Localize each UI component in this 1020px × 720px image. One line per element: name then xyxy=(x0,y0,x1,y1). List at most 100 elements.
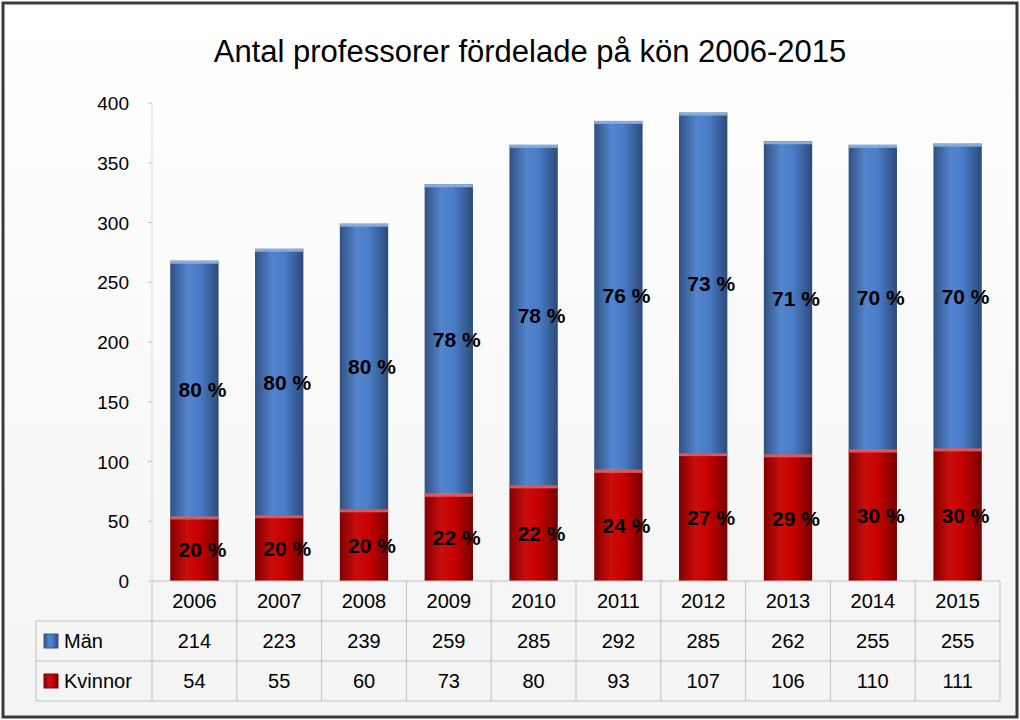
percent-label: 80 % xyxy=(263,371,311,394)
table-value: 292 xyxy=(602,630,635,652)
bar-top xyxy=(849,145,897,148)
bar-top xyxy=(679,453,727,456)
table-value: 259 xyxy=(432,630,465,652)
bar-top xyxy=(170,516,218,519)
y-tick xyxy=(148,342,152,343)
percent-label: 78 % xyxy=(518,304,566,327)
x-tick-label: 2014 xyxy=(851,590,896,612)
table-value: 54 xyxy=(183,670,205,692)
bar-top xyxy=(764,454,812,457)
bar-top xyxy=(255,515,303,518)
bars xyxy=(170,113,982,581)
percent-label: 80 % xyxy=(178,378,226,401)
bar-top xyxy=(340,224,388,227)
y-tick xyxy=(148,282,152,283)
bar-top xyxy=(425,494,473,497)
table-value: 255 xyxy=(856,630,889,652)
bar-top xyxy=(849,450,897,453)
bar-top xyxy=(679,113,727,116)
y-tick-label: 200 xyxy=(97,332,129,353)
percent-label: 70 % xyxy=(942,285,990,308)
y-tick xyxy=(148,461,152,462)
frame xyxy=(3,3,1017,717)
table-value: 285 xyxy=(517,630,550,652)
table-line xyxy=(236,581,237,701)
table-line xyxy=(660,581,661,701)
table-value: 110 xyxy=(857,670,889,692)
table-value: 223 xyxy=(263,630,296,652)
y-tick xyxy=(148,103,152,104)
table-line xyxy=(915,581,916,701)
y-tick-label: 0 xyxy=(118,571,129,592)
table-value: 239 xyxy=(347,630,380,652)
legend-label: Män xyxy=(64,630,103,652)
y-tick xyxy=(148,581,152,582)
data-labels: 20 % 80 % 20 % 80 % 20 % 80 % 22 % 78 % 22 % 78 %… xyxy=(178,272,989,561)
table-line xyxy=(36,701,1000,702)
y-axis xyxy=(152,103,153,581)
y-tick xyxy=(148,222,152,223)
percent-label: 20 % xyxy=(178,538,226,561)
bar-top xyxy=(170,261,218,264)
table-value: 214 xyxy=(178,630,211,652)
y-tick-label: 350 xyxy=(97,153,129,174)
table-value: 106 xyxy=(771,670,804,692)
y-tick xyxy=(148,401,152,402)
bar-top xyxy=(594,470,642,473)
table-line xyxy=(321,581,322,701)
table-value: 60 xyxy=(353,670,375,692)
percent-label: 70 % xyxy=(857,286,905,309)
table-line xyxy=(830,581,831,701)
table-value: 73 xyxy=(438,670,460,692)
x-tick-label: 2013 xyxy=(766,590,811,612)
bar-top xyxy=(764,141,812,144)
bar-top xyxy=(509,145,557,148)
y-tick-label: 150 xyxy=(97,392,129,413)
x-tick-label: 2015 xyxy=(935,590,980,612)
percent-label: 30 % xyxy=(857,504,905,527)
y-tick xyxy=(148,162,152,163)
percent-label: 30 % xyxy=(942,504,990,527)
table-value: 93 xyxy=(607,670,629,692)
legend-key xyxy=(44,634,58,648)
table-line xyxy=(1000,581,1001,701)
y-tick-label: 300 xyxy=(97,213,129,234)
table-line xyxy=(491,581,492,701)
table-value: 262 xyxy=(771,630,804,652)
plot-edge xyxy=(1000,103,1001,581)
table-value: 55 xyxy=(268,670,290,692)
chart: Antal professorer fördelade på kön 2006-… xyxy=(0,0,1020,720)
percent-label: 22 % xyxy=(518,522,566,545)
legend-key xyxy=(44,674,58,688)
table-value: 80 xyxy=(522,670,544,692)
percent-label: 71 % xyxy=(772,287,820,310)
x-tick-label: 2008 xyxy=(342,590,387,612)
percent-label: 78 % xyxy=(433,328,481,351)
table-value: 255 xyxy=(941,630,974,652)
table-line xyxy=(745,581,746,701)
bar-top xyxy=(594,121,642,124)
table-line xyxy=(36,621,37,701)
bar-top xyxy=(425,184,473,187)
table-value: 285 xyxy=(687,630,720,652)
bar-top xyxy=(255,249,303,252)
table-line xyxy=(576,581,577,701)
title: Antal professorer fördelade på kön 2006-… xyxy=(214,34,847,69)
x-tick-label: 2006 xyxy=(172,590,217,612)
percent-label: 80 % xyxy=(348,355,396,378)
percent-label: 20 % xyxy=(263,537,311,560)
percent-label: 76 % xyxy=(602,284,650,307)
y-tick-label: 250 xyxy=(97,272,129,293)
table-value: 111 xyxy=(942,670,972,692)
x-tick-label: 2007 xyxy=(257,590,302,612)
percent-label: 22 % xyxy=(433,526,481,549)
x-tick-label: 2009 xyxy=(427,590,472,612)
bar-top xyxy=(509,485,557,488)
bar-top xyxy=(933,448,981,451)
table-value: 107 xyxy=(687,670,720,692)
y-tick xyxy=(148,521,152,522)
percent-label: 20 % xyxy=(348,534,396,557)
table-line xyxy=(36,661,1000,662)
percent-label: 27 % xyxy=(687,506,735,529)
percent-label: 73 % xyxy=(687,272,735,295)
